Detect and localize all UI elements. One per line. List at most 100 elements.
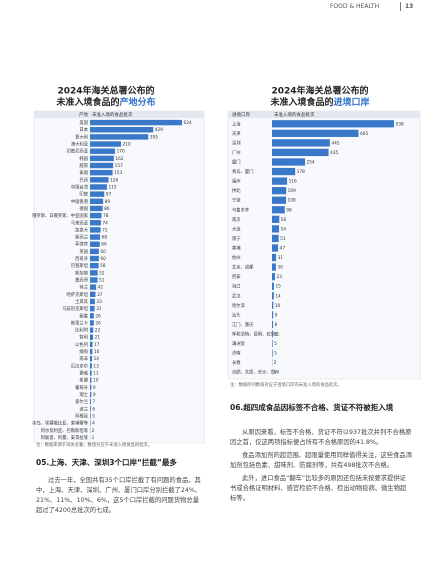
- header-band: [228, 111, 420, 118]
- title-part: 未准入境食品的: [269, 96, 333, 108]
- value-label: 17: [94, 342, 100, 348]
- bar: [90, 348, 93, 355]
- value-label: 7: [93, 399, 96, 405]
- category-label: 阿尔及利亚、巴勒斯坦等: [41, 427, 89, 434]
- value-label: 429: [155, 127, 163, 133]
- note: 注：数据所列数值对应于进境口岸的未准入境的食品批次。: [230, 383, 342, 388]
- value-label: 5: [92, 413, 95, 419]
- chart-title: 未准入境食品的产地分布: [55, 96, 155, 108]
- bar: [90, 141, 121, 147]
- value-label: 4: [92, 421, 95, 427]
- category-label: 印度尼西亚: [67, 148, 89, 155]
- title-accent: 产地分布: [120, 96, 156, 108]
- value-label: 1: [92, 435, 95, 441]
- category-label: 福州: [232, 178, 241, 185]
- category-label: 菲律宾: [75, 241, 89, 248]
- value-label: 31: [96, 306, 102, 312]
- value-label: 66: [101, 242, 107, 248]
- value-label: 8: [275, 322, 278, 328]
- value-label: 395: [150, 134, 158, 140]
- chart-title: 未准入境食品的进境口岸: [269, 96, 369, 108]
- paragraph: 食品添加剂的超范围、超限量使用同样值得关注，这些食品添加剂包括色素、甜味剂、防腐…: [230, 452, 413, 469]
- value-label: 435: [330, 150, 338, 156]
- category-label: 武汉: [232, 292, 241, 299]
- bar: [272, 292, 274, 300]
- category-label: 中国香港: [71, 198, 89, 205]
- value-label: 1: [274, 370, 277, 376]
- category-label: 大连: [232, 225, 241, 232]
- category-label: 哈尔滨: [232, 302, 246, 309]
- value-label: 6: [274, 332, 277, 338]
- bar: [90, 334, 94, 340]
- value-label: 30: [277, 265, 283, 271]
- bar: [272, 339, 273, 348]
- value-label: 14: [94, 356, 100, 362]
- category-label: 墨西哥: [75, 278, 89, 284]
- category-label: 爱尔兰: [75, 398, 89, 405]
- category-label: 巴西: [79, 177, 88, 183]
- value-label: 9: [93, 392, 96, 398]
- paragraph: 从原因来看，标签不合格、货证不符以937批次并列不合格原因之首，仅这两项指标便占…: [230, 429, 412, 446]
- bar: [272, 206, 285, 214]
- bar: [272, 234, 279, 243]
- category-label: 合肥、太原、长沙、郑州: [232, 369, 279, 376]
- category-label: 拱北: [232, 187, 241, 194]
- category-label: 以色列: [75, 341, 88, 348]
- category-label: 泰国: [79, 169, 88, 176]
- category-label: 广州: [232, 149, 241, 156]
- category-label: 葡萄牙: [75, 384, 89, 391]
- bar: [90, 184, 107, 190]
- value-label: 115: [108, 184, 116, 190]
- bar: [90, 148, 116, 154]
- category-label: 汕头: [232, 311, 241, 318]
- category-label: 青岛、厦门: [232, 168, 253, 175]
- bar: [90, 413, 91, 419]
- bar: [90, 198, 104, 205]
- divider: [400, 2, 401, 11]
- value-label: 42: [98, 285, 104, 291]
- value-label: 16: [94, 349, 100, 355]
- category-label: 波兰: [79, 405, 88, 412]
- bar: [90, 212, 102, 219]
- value-label: 108: [288, 198, 296, 204]
- value-label: 51: [280, 236, 286, 242]
- category-label: 宁波: [232, 197, 241, 204]
- value-label: 210: [122, 142, 130, 148]
- category-label: 巴基斯坦: [71, 262, 89, 269]
- category-header: 进境口岸: [232, 111, 250, 118]
- chart-title: 2024年海关总署公布的: [271, 85, 368, 97]
- bar: [272, 215, 280, 223]
- category-label: 厦门: [232, 159, 241, 166]
- bar: [272, 177, 288, 185]
- category-label: 德国: [79, 205, 88, 212]
- bar: [90, 384, 92, 391]
- bar: [272, 225, 280, 233]
- bar: [272, 158, 306, 166]
- category-label: 加拿大: [75, 226, 89, 233]
- section-heading: 05.上海、天津、深圳3个口岸“拦截”最多: [36, 458, 177, 467]
- value-label: 624: [184, 120, 192, 126]
- value-label: 2: [92, 428, 95, 434]
- category-label: 满洲里: [232, 340, 246, 347]
- value-label: 51: [99, 278, 105, 284]
- title-part: 未准入境食品的: [55, 96, 119, 108]
- bar: [272, 196, 287, 204]
- bar: [90, 320, 94, 326]
- value-label: 52: [99, 270, 105, 276]
- value-header: 未准入境的食品批次: [274, 111, 315, 118]
- body-text: 从原因来看，标签不合格、货证不符以937批次并列不合格原因之首，仅这两项指标便占…: [230, 428, 412, 507]
- header-band: [34, 111, 204, 118]
- bar: [272, 311, 274, 319]
- category-label: 呼和浩特、昆明、石家庄: [232, 331, 280, 338]
- bar: [272, 187, 287, 195]
- bar: [90, 284, 97, 290]
- value-label: 10: [93, 378, 99, 384]
- value-label: 98: [286, 207, 292, 213]
- category-label: 冰岛、埃塞俄比亚、柬埔寨等: [32, 420, 89, 427]
- value-label: 31: [278, 255, 284, 261]
- category-label: 瑞士: [79, 391, 88, 398]
- bar: [90, 234, 101, 240]
- paragraph: 此外，进口食品“翻车”比较多的原因还包括未按要求提供证书或合格证明材料、感官检验…: [230, 475, 407, 502]
- category-label: 黄埔: [232, 245, 241, 252]
- note: 注：数据来源于海关总署，数值对应于未准入境食品的批次。: [36, 443, 153, 448]
